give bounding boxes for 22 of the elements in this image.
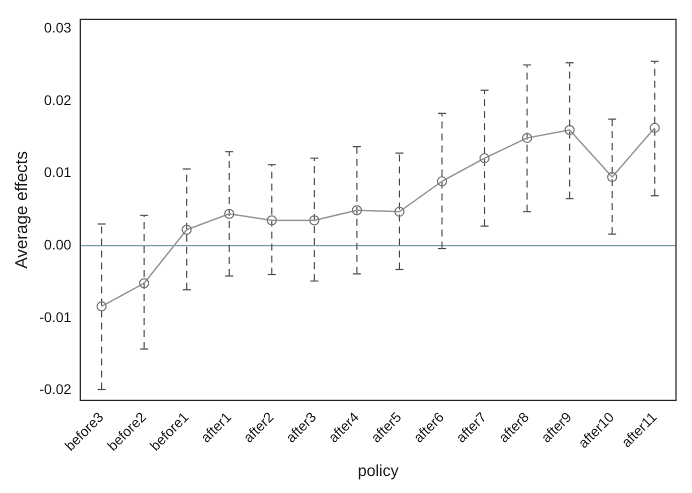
point xyxy=(309,215,320,226)
point xyxy=(352,205,362,216)
y-tick-label: -0.02 xyxy=(39,381,72,398)
point xyxy=(436,176,448,186)
y-tick-label: -0.01 xyxy=(39,308,72,325)
point xyxy=(139,278,150,288)
point xyxy=(224,208,234,219)
y-tick-label: 0.00 xyxy=(44,236,72,253)
point xyxy=(96,301,107,312)
point xyxy=(607,172,618,182)
y-tick-label: 0.01 xyxy=(44,164,72,180)
y-tick-label: 0.02 xyxy=(44,92,72,108)
point xyxy=(479,153,490,164)
point xyxy=(564,124,575,136)
y-axis-title: Average effects xyxy=(12,151,31,269)
point xyxy=(266,215,277,226)
x-axis-title: policy xyxy=(358,462,399,480)
point xyxy=(182,224,192,235)
point xyxy=(650,122,660,133)
point xyxy=(522,132,532,144)
point xyxy=(394,206,405,217)
y-tick-label: 0.03 xyxy=(44,20,72,36)
